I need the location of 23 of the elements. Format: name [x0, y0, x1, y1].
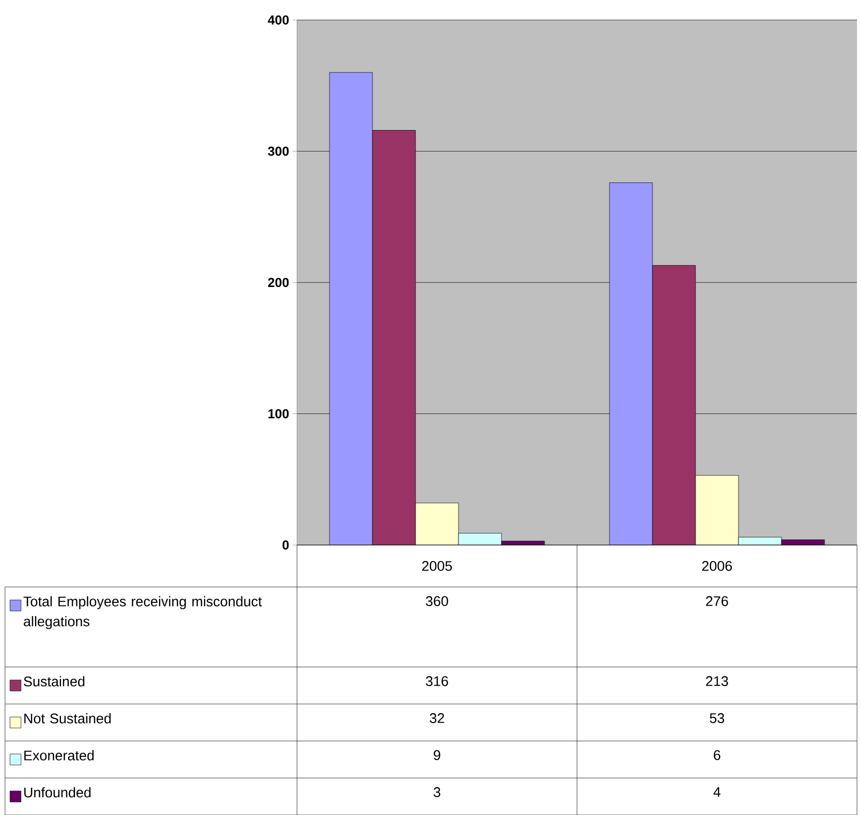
legend-label: Not Sustained: [24, 713, 111, 724]
data-label: 213: [706, 676, 728, 686]
x-tick-label: 2006: [702, 560, 732, 571]
data-label: 53: [710, 713, 724, 723]
data-label: 4: [713, 787, 720, 797]
data-label: 3: [434, 787, 440, 797]
data-label: 9: [434, 750, 440, 760]
legend-label: Exonerated: [24, 750, 94, 760]
y-tick-label: 0: [282, 540, 289, 550]
legend-label: Sustained: [24, 676, 84, 686]
y-tick-label: 300: [268, 146, 289, 156]
y-tick-label: 400: [268, 15, 289, 24]
data-label: 6: [714, 750, 720, 760]
data-label: 32: [430, 713, 444, 723]
legend-label: Total Employees receiving misconduct allegations: [24, 596, 262, 630]
x-tick-label: 2005: [422, 560, 452, 571]
y-tick-label: 100: [268, 409, 289, 418]
data-label: 316: [426, 676, 448, 686]
legend-label: Unfounded: [24, 787, 91, 798]
data-label: 276: [706, 596, 728, 606]
data-label: 360: [426, 596, 448, 606]
bar: [458, 533, 502, 545]
y-tick-label: 200: [268, 278, 289, 287]
